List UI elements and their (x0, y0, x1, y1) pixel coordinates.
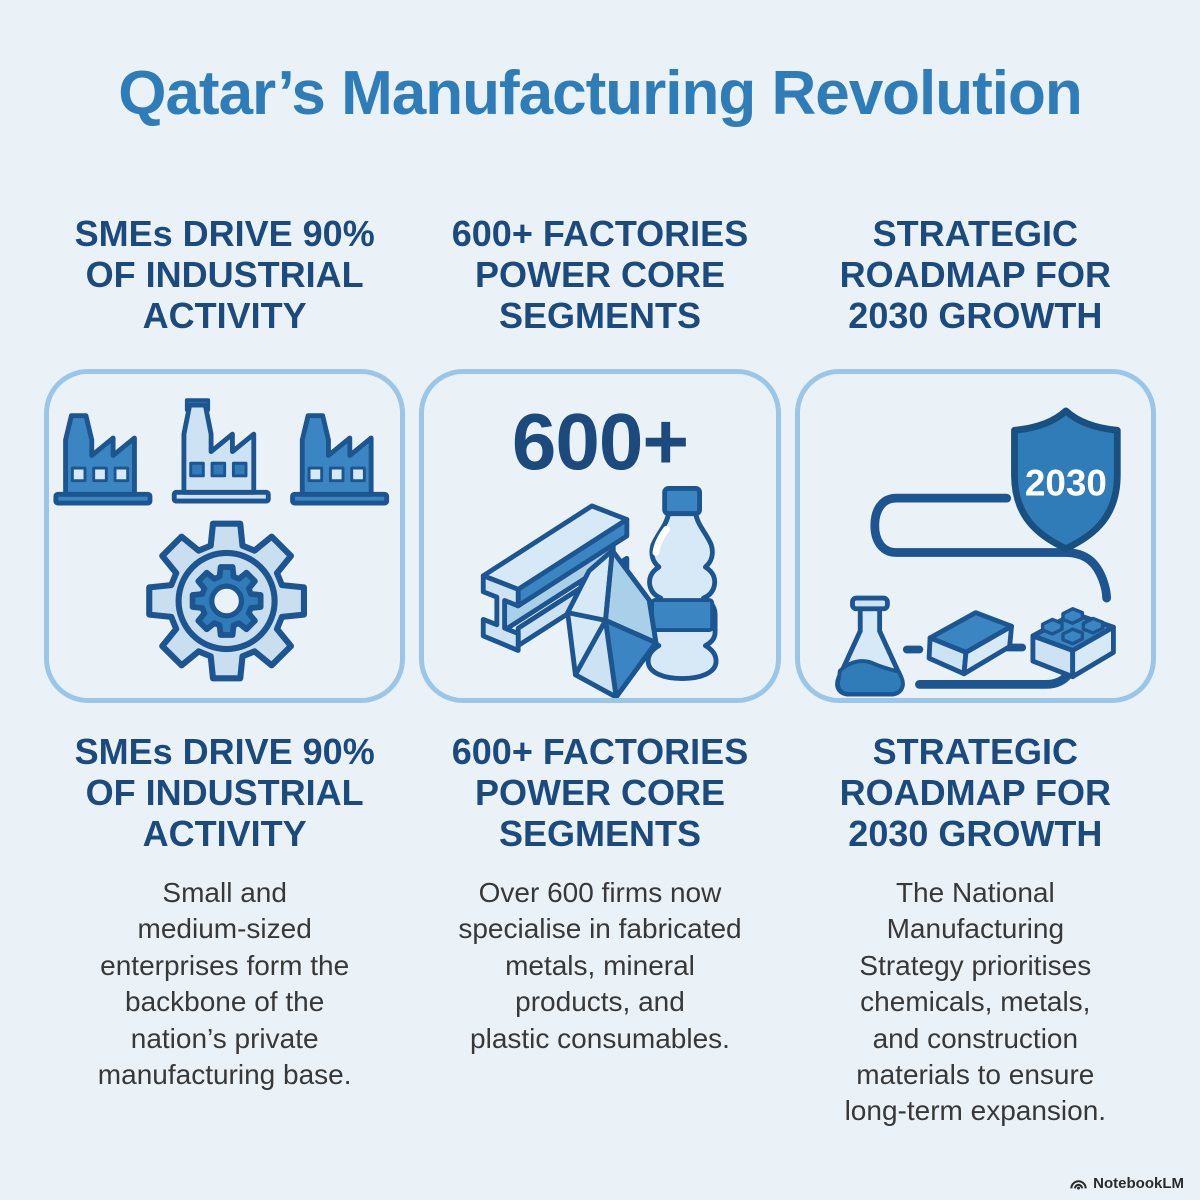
page-title: Qatar’s Manufacturing Revolution (118, 59, 1083, 128)
crystal-icon (565, 548, 659, 698)
gear-icon (149, 524, 304, 679)
watermark: NotebookLM (1069, 1175, 1184, 1192)
watermark-label: NotebookLM (1093, 1175, 1184, 1192)
factory-icon-middle (171, 398, 271, 504)
shield-2030-icon: 2030 (1010, 407, 1121, 553)
factories-icon-panel: 600+ (419, 369, 781, 703)
smes-icon-panel (44, 369, 406, 703)
smes-description: Small and medium-sized enterprises form … (97, 877, 352, 1090)
water-bottle-icon (646, 486, 719, 682)
flask-icon (834, 595, 905, 697)
roadmap-icons: 2030 (834, 407, 1121, 697)
column-factories: 600+ FACTORIES POWER CORE SEGMENTS 600+ (419, 213, 781, 1130)
smes-subheader: SMEs DRIVE 90% OF INDUSTRIAL ACTIVITY (74, 731, 375, 855)
factories-header: 600+ FACTORIES POWER CORE SEGMENTS (451, 213, 749, 337)
factory-icon-left (53, 413, 153, 506)
roadmap-description: The National Manufacturing Strategy prio… (844, 877, 1107, 1127)
metal-ingot-icon (926, 610, 1014, 677)
factories-subheader: 600+ FACTORIES POWER CORE SEGMENTS (451, 731, 749, 855)
columns-grid: SMEs DRIVE 90% OF INDUSTRIAL ACTIVITY (44, 213, 1156, 1130)
factory-icon-right (290, 413, 390, 506)
notebooklm-icon (1070, 1179, 1087, 1189)
roadmap-header: STRATEGIC ROADMAP FOR 2030 GROWTH (839, 213, 1111, 337)
roadmap-subheader: STRATEGIC ROADMAP FOR 2030 GROWTH (839, 731, 1111, 855)
factories-description: Over 600 firms now specialise in fabrica… (458, 877, 742, 1054)
roadmap-icon-panel: 2030 (794, 369, 1156, 703)
lego-brick-icon (1030, 607, 1116, 680)
column-smes: SMEs DRIVE 90% OF INDUSTRIAL ACTIVITY (44, 213, 406, 1130)
smes-header: SMEs DRIVE 90% OF INDUSTRIAL ACTIVITY (74, 213, 375, 337)
factories-icons (481, 486, 719, 698)
smes-icons (53, 398, 390, 698)
column-roadmap: STRATEGIC ROADMAP FOR 2030 GROWTH 2030 (794, 213, 1156, 1130)
factories-count-stat: 600+ (511, 397, 689, 486)
shield-year-label: 2030 (1025, 462, 1107, 503)
